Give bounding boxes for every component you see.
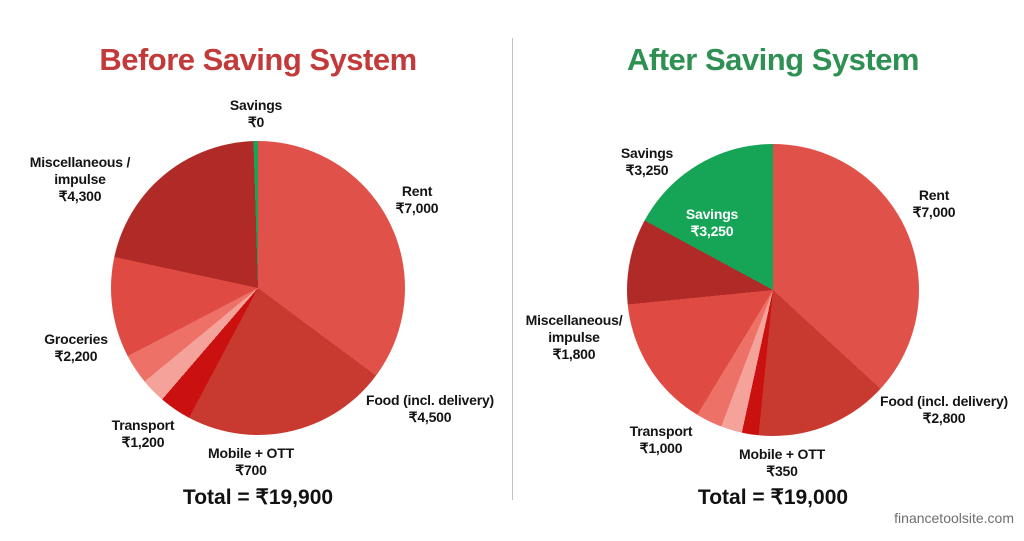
label-rent-before: Rent ₹7,000: [395, 183, 439, 216]
label-savings-before: Savings ₹0: [229, 97, 283, 130]
label-savings-after-outside: Savings ₹3,250: [620, 145, 674, 178]
label-miscellaneous-before: Miscellaneous / impulse ₹4,300: [29, 154, 131, 204]
divider-line: [512, 38, 513, 500]
before-pie-chart: [111, 141, 405, 435]
after-pie-chart: [627, 144, 919, 436]
label-savings-after-inside: Savings ₹3,250: [685, 206, 739, 239]
before-total: Total = ₹19,900: [182, 486, 334, 509]
after-total: Total = ₹19,000: [697, 486, 849, 509]
before-title: Before Saving System: [99, 42, 417, 77]
label-mobile-ott-before: Mobile + OTT ₹700: [208, 445, 294, 478]
label-transport-after: Transport ₹1,000: [629, 423, 693, 456]
label-rent-after: Rent ₹7,000: [912, 187, 956, 220]
label-transport-before: Transport ₹1,200: [111, 417, 175, 450]
label-mobile-ott-after: Mobile + OTT ₹350: [739, 446, 825, 479]
label-miscellaneous-after: Miscellaneous/ impulse ₹1,800: [525, 312, 623, 362]
after-title: After Saving System: [627, 42, 920, 77]
label-groceries-before: Groceries ₹2,200: [44, 331, 108, 364]
label-food-before: Food (incl. delivery) ₹4,500: [365, 392, 495, 425]
label-food-after: Food (incl. delivery) ₹2,800: [879, 393, 1009, 426]
watermark: financetoolsite.com: [894, 510, 1014, 526]
